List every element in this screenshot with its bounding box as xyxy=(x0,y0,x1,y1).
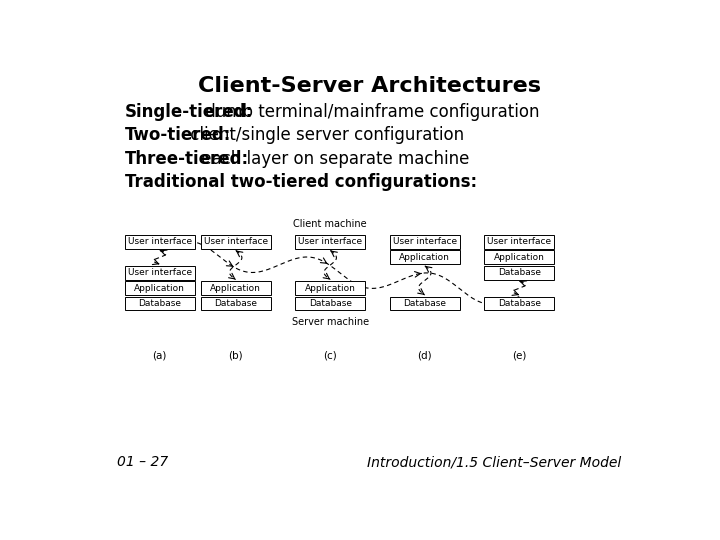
Text: Two-tiered:: Two-tiered: xyxy=(125,126,231,144)
Text: client/single server configuration: client/single server configuration xyxy=(184,126,464,144)
Text: (e): (e) xyxy=(512,351,526,361)
Text: User interface: User interface xyxy=(392,238,457,246)
Text: User interface: User interface xyxy=(127,238,192,246)
Text: Database: Database xyxy=(309,299,352,308)
Text: Client-Server Architectures: Client-Server Architectures xyxy=(197,76,541,96)
Text: dumb terminal/mainframe configuration: dumb terminal/mainframe configuration xyxy=(200,103,539,122)
Text: Traditional two-tiered configurations:: Traditional two-tiered configurations: xyxy=(125,173,477,191)
FancyBboxPatch shape xyxy=(201,235,271,249)
FancyBboxPatch shape xyxy=(125,235,194,249)
Text: 01 – 27: 01 – 27 xyxy=(117,455,168,469)
Text: Introduction/1.5 Client–Server Model: Introduction/1.5 Client–Server Model xyxy=(366,455,621,469)
FancyBboxPatch shape xyxy=(485,251,554,264)
Text: (b): (b) xyxy=(228,351,243,361)
Text: Application: Application xyxy=(305,284,356,293)
FancyBboxPatch shape xyxy=(390,251,459,264)
Text: Server machine: Server machine xyxy=(292,316,369,327)
Text: Database: Database xyxy=(498,299,541,308)
Text: each layer on separate machine: each layer on separate machine xyxy=(196,150,469,167)
Text: User interface: User interface xyxy=(204,238,268,246)
Text: User interface: User interface xyxy=(298,238,362,246)
FancyBboxPatch shape xyxy=(295,296,365,310)
Text: User interface: User interface xyxy=(487,238,552,246)
FancyBboxPatch shape xyxy=(201,281,271,295)
FancyBboxPatch shape xyxy=(125,281,194,295)
Text: Database: Database xyxy=(498,268,541,277)
Text: Database: Database xyxy=(215,299,257,308)
Text: Client machine: Client machine xyxy=(294,219,367,229)
FancyBboxPatch shape xyxy=(390,296,459,310)
Text: Three-tiered:: Three-tiered: xyxy=(125,150,249,167)
FancyBboxPatch shape xyxy=(485,296,554,310)
Text: Application: Application xyxy=(135,284,185,293)
Text: Application: Application xyxy=(210,284,261,293)
Text: (c): (c) xyxy=(323,351,337,361)
FancyBboxPatch shape xyxy=(201,296,271,310)
Text: User interface: User interface xyxy=(127,268,192,277)
FancyBboxPatch shape xyxy=(125,296,194,310)
Text: Application: Application xyxy=(400,253,450,262)
FancyBboxPatch shape xyxy=(125,266,194,280)
Text: Application: Application xyxy=(494,253,545,262)
Text: Single-tiered:: Single-tiered: xyxy=(125,103,253,122)
Text: Database: Database xyxy=(403,299,446,308)
FancyBboxPatch shape xyxy=(295,235,365,249)
Text: (a): (a) xyxy=(153,351,167,361)
Text: (d): (d) xyxy=(418,351,432,361)
FancyBboxPatch shape xyxy=(485,235,554,249)
FancyBboxPatch shape xyxy=(485,266,554,280)
FancyBboxPatch shape xyxy=(390,235,459,249)
FancyBboxPatch shape xyxy=(295,281,365,295)
Text: Database: Database xyxy=(138,299,181,308)
